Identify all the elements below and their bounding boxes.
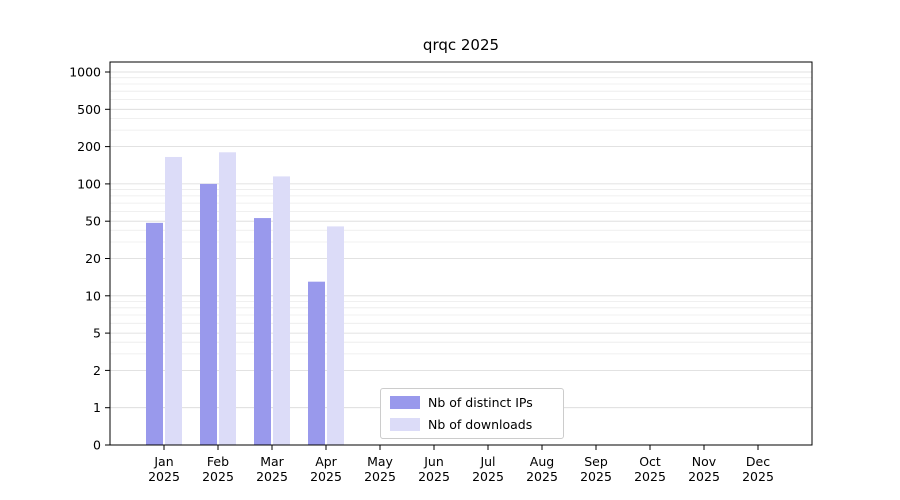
y-tick-label: 10: [85, 288, 101, 303]
y-tick-label: 100: [77, 176, 101, 191]
bar-downloads-apr: [327, 226, 344, 445]
x-tick-label: Mar 2025: [256, 454, 288, 484]
legend-label-distinct-ips: Nb of distinct IPs: [428, 395, 533, 410]
bar-downloads-mar: [273, 176, 290, 445]
x-tick-label: Oct 2025: [634, 454, 666, 484]
y-tick-label: 200: [77, 139, 101, 154]
y-tick-label: 0: [93, 438, 101, 453]
x-tick-label: Sep 2025: [580, 454, 612, 484]
x-tick-label: Jun 2025: [418, 454, 450, 484]
legend: Nb of distinct IPs Nb of downloads: [380, 388, 564, 439]
x-tick-label: Dec 2025: [742, 454, 774, 484]
y-tick-label: 1: [93, 400, 101, 415]
y-tick-label: 500: [77, 102, 101, 117]
x-tick-label: Aug 2025: [526, 454, 558, 484]
x-tick-label: Feb 2025: [202, 454, 234, 484]
x-tick-label: Nov 2025: [688, 454, 720, 484]
x-tick-label: Jul 2025: [472, 454, 504, 484]
y-tick-label: 2: [93, 363, 101, 378]
legend-swatch-downloads: [390, 418, 420, 431]
legend-swatch-distinct-ips: [390, 396, 420, 409]
legend-item-distinct-ips: Nb of distinct IPs: [390, 394, 554, 411]
y-tick-label: 50: [85, 214, 101, 229]
y-tick-label: 1000: [69, 65, 101, 80]
bar-distinct-ips-apr: [308, 281, 325, 445]
y-tick-label: 20: [85, 251, 101, 266]
y-tick-label: 5: [93, 326, 101, 341]
bar-distinct-ips-mar: [254, 218, 271, 445]
legend-label-downloads: Nb of downloads: [428, 417, 533, 432]
axes-spines: [109, 61, 813, 446]
bar-distinct-ips-jan: [146, 222, 163, 445]
x-tick-label: May 2025: [364, 454, 396, 484]
x-tick-label: Jan 2025: [148, 454, 180, 484]
x-tick-label: Apr 2025: [310, 454, 342, 484]
bar-distinct-ips-feb: [200, 183, 217, 445]
bar-downloads-jan: [165, 156, 182, 445]
chart-title: qrqc 2025: [422, 36, 500, 54]
bar-downloads-feb: [219, 152, 236, 445]
legend-item-downloads: Nb of downloads: [390, 416, 554, 433]
